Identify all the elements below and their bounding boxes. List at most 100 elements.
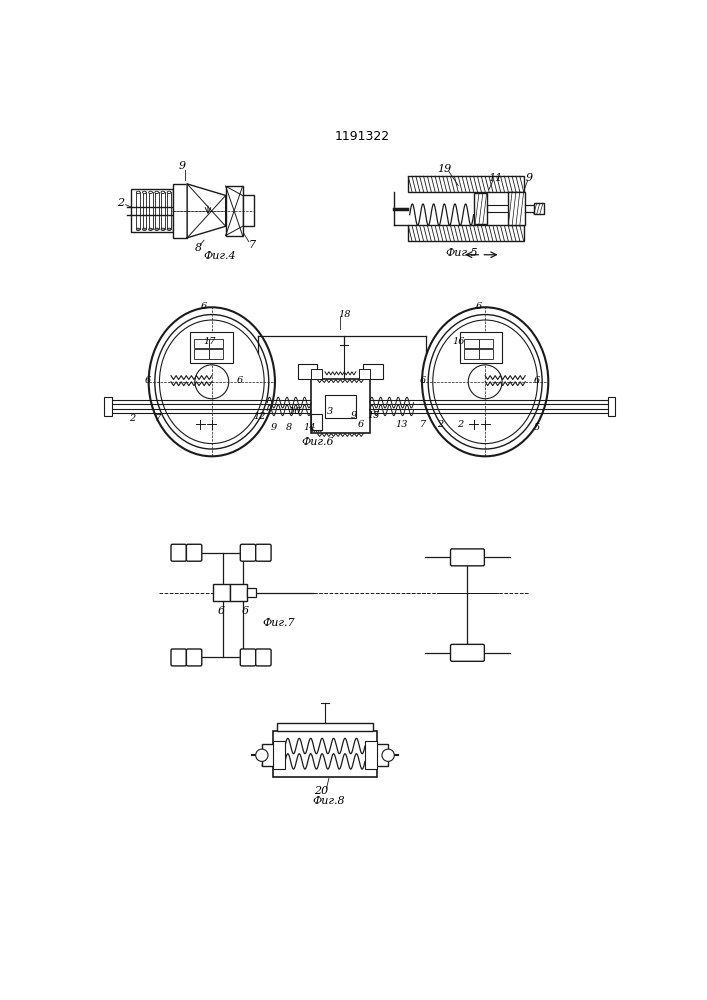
Text: 6: 6 bbox=[534, 376, 540, 385]
Text: 14: 14 bbox=[303, 424, 316, 432]
Bar bbox=[104, 397, 112, 416]
Bar bbox=[325, 395, 356, 418]
Bar bbox=[277, 723, 373, 731]
Ellipse shape bbox=[148, 228, 153, 230]
Text: 20: 20 bbox=[314, 786, 328, 796]
Text: Фиг.4: Фиг.4 bbox=[203, 251, 236, 261]
Ellipse shape bbox=[136, 191, 140, 194]
Bar bbox=[247, 588, 257, 597]
Bar bbox=[194, 349, 209, 359]
Text: 2: 2 bbox=[117, 198, 124, 208]
Bar bbox=[262, 744, 274, 766]
Ellipse shape bbox=[173, 191, 177, 194]
Text: 16: 16 bbox=[452, 337, 464, 346]
Bar bbox=[479, 339, 493, 348]
Text: 6: 6 bbox=[218, 606, 225, 616]
Text: 15: 15 bbox=[367, 411, 380, 420]
Bar bbox=[194, 339, 209, 348]
Bar bbox=[508, 192, 525, 225]
Bar bbox=[298, 364, 317, 379]
Text: 2: 2 bbox=[457, 420, 463, 429]
Bar bbox=[474, 193, 487, 224]
FancyBboxPatch shape bbox=[256, 649, 271, 666]
Text: 3: 3 bbox=[327, 407, 334, 416]
Ellipse shape bbox=[161, 228, 165, 230]
Ellipse shape bbox=[148, 191, 153, 194]
Bar bbox=[131, 189, 173, 232]
FancyBboxPatch shape bbox=[240, 544, 256, 561]
Bar bbox=[408, 176, 524, 192]
Ellipse shape bbox=[155, 228, 158, 230]
FancyBboxPatch shape bbox=[171, 649, 187, 666]
Bar bbox=[173, 184, 187, 238]
FancyBboxPatch shape bbox=[240, 649, 256, 666]
Bar bbox=[464, 349, 479, 359]
Text: 6: 6 bbox=[242, 606, 250, 616]
Text: 9: 9 bbox=[351, 411, 357, 420]
Bar bbox=[534, 203, 544, 214]
Text: 6: 6 bbox=[476, 302, 482, 311]
Polygon shape bbox=[187, 184, 226, 238]
Bar bbox=[359, 369, 370, 379]
Ellipse shape bbox=[148, 307, 275, 456]
FancyBboxPatch shape bbox=[450, 644, 484, 661]
Text: 2: 2 bbox=[438, 420, 443, 429]
Bar bbox=[460, 332, 502, 363]
Ellipse shape bbox=[155, 315, 269, 449]
Text: 2: 2 bbox=[129, 414, 136, 423]
Text: 19: 19 bbox=[437, 164, 452, 174]
FancyBboxPatch shape bbox=[187, 544, 201, 561]
Text: 6: 6 bbox=[145, 376, 151, 385]
Bar bbox=[243, 195, 254, 226]
Bar bbox=[479, 349, 493, 359]
Bar bbox=[365, 741, 378, 769]
Bar bbox=[273, 741, 285, 769]
Ellipse shape bbox=[433, 320, 537, 444]
Bar bbox=[311, 369, 322, 379]
Bar bbox=[230, 584, 247, 601]
Ellipse shape bbox=[422, 307, 549, 456]
Text: 17: 17 bbox=[203, 337, 216, 346]
Text: 9: 9 bbox=[525, 173, 532, 183]
Text: 6: 6 bbox=[420, 376, 426, 385]
FancyBboxPatch shape bbox=[187, 649, 201, 666]
Bar bbox=[311, 414, 322, 430]
Bar bbox=[226, 186, 243, 235]
Text: 12: 12 bbox=[253, 412, 266, 421]
Bar bbox=[408, 225, 524, 241]
Ellipse shape bbox=[195, 365, 229, 399]
Text: 6: 6 bbox=[201, 302, 207, 311]
Text: Фиг.7: Фиг.7 bbox=[262, 618, 295, 628]
Bar bbox=[273, 731, 378, 777]
Text: Фиг.5: Фиг.5 bbox=[445, 248, 479, 258]
Text: 13: 13 bbox=[396, 420, 408, 429]
Text: 9: 9 bbox=[270, 424, 276, 432]
Bar bbox=[190, 332, 233, 363]
Ellipse shape bbox=[167, 191, 171, 194]
Circle shape bbox=[382, 749, 395, 761]
Text: 11: 11 bbox=[488, 173, 502, 183]
FancyBboxPatch shape bbox=[256, 544, 271, 561]
Text: 1191322: 1191322 bbox=[335, 130, 390, 143]
Bar bbox=[214, 584, 230, 601]
Ellipse shape bbox=[161, 191, 165, 194]
Ellipse shape bbox=[173, 228, 177, 230]
Ellipse shape bbox=[143, 191, 146, 194]
Text: 9: 9 bbox=[179, 161, 186, 171]
FancyBboxPatch shape bbox=[171, 544, 187, 561]
Text: 10: 10 bbox=[288, 407, 300, 416]
Text: 6: 6 bbox=[358, 420, 364, 429]
Ellipse shape bbox=[155, 191, 158, 194]
Ellipse shape bbox=[143, 228, 146, 230]
Text: 7: 7 bbox=[155, 414, 161, 423]
Ellipse shape bbox=[136, 228, 140, 230]
Ellipse shape bbox=[428, 315, 542, 449]
Text: Фиг.6: Фиг.6 bbox=[301, 437, 334, 447]
FancyBboxPatch shape bbox=[450, 549, 484, 566]
Bar bbox=[607, 397, 615, 416]
Bar bbox=[209, 339, 223, 348]
Text: 7: 7 bbox=[248, 240, 255, 250]
Bar bbox=[376, 744, 388, 766]
Text: 8: 8 bbox=[286, 424, 292, 432]
Text: 8: 8 bbox=[194, 243, 201, 253]
